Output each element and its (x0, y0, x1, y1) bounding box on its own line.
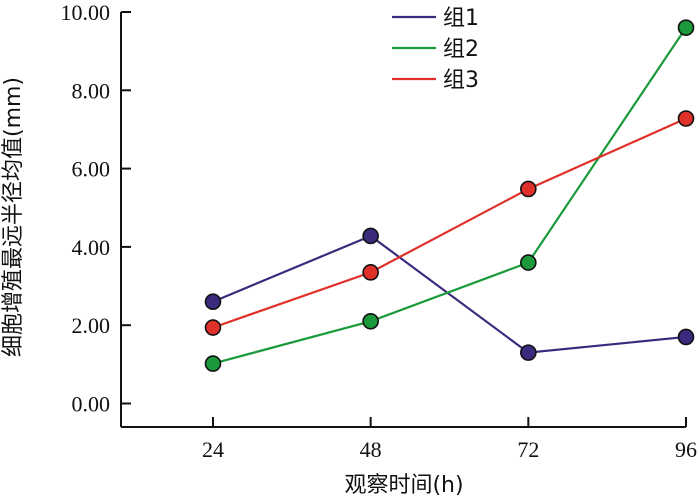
series-line-3 (212, 117, 687, 329)
series-2-point (677, 19, 695, 36)
y-tick-label: 4.00 (72, 235, 111, 260)
series-2-point (520, 254, 537, 271)
y-axis-label: 细胞增殖最远半径均值(mm) (1, 77, 26, 357)
legend-label-1: 组1 (443, 6, 479, 31)
legend-label-3: 组3 (443, 68, 479, 93)
series-1-point (362, 227, 379, 245)
series-3-point (520, 180, 537, 198)
series-3-point (677, 110, 695, 127)
legend: 组1 组2 组3 (392, 6, 479, 93)
y-tick-label: 2.00 (72, 313, 111, 338)
y-tick-label: 10.00 (61, 0, 111, 25)
series-2-point (362, 312, 379, 330)
series-2-point (204, 355, 222, 372)
series-1-point (677, 328, 695, 346)
y-ticks: 0.00 2.00 4.00 6.00 8.00 10.00 (61, 0, 131, 417)
x-tick-label: 72 (517, 437, 539, 462)
series-3-point (362, 264, 379, 281)
y-tick-label: 8.00 (72, 78, 111, 103)
x-tick-label: 96 (675, 437, 697, 462)
series-line-2 (212, 27, 687, 365)
series-line-1 (212, 234, 687, 354)
x-tick-label: 24 (202, 437, 224, 462)
x-ticks: 24 48 72 96 (202, 417, 697, 462)
y-tick-label: 6.00 (72, 157, 111, 182)
y-tick-label: 0.00 (72, 392, 111, 417)
series-3-point (204, 319, 222, 336)
series-layer (204, 19, 695, 372)
legend-label-2: 组2 (443, 37, 479, 62)
series-1-point (520, 344, 537, 361)
x-tick-label: 48 (360, 437, 382, 462)
axes (120, 12, 686, 428)
series-1-point (204, 293, 222, 311)
x-axis-label: 观察时间(h) (344, 473, 463, 498)
